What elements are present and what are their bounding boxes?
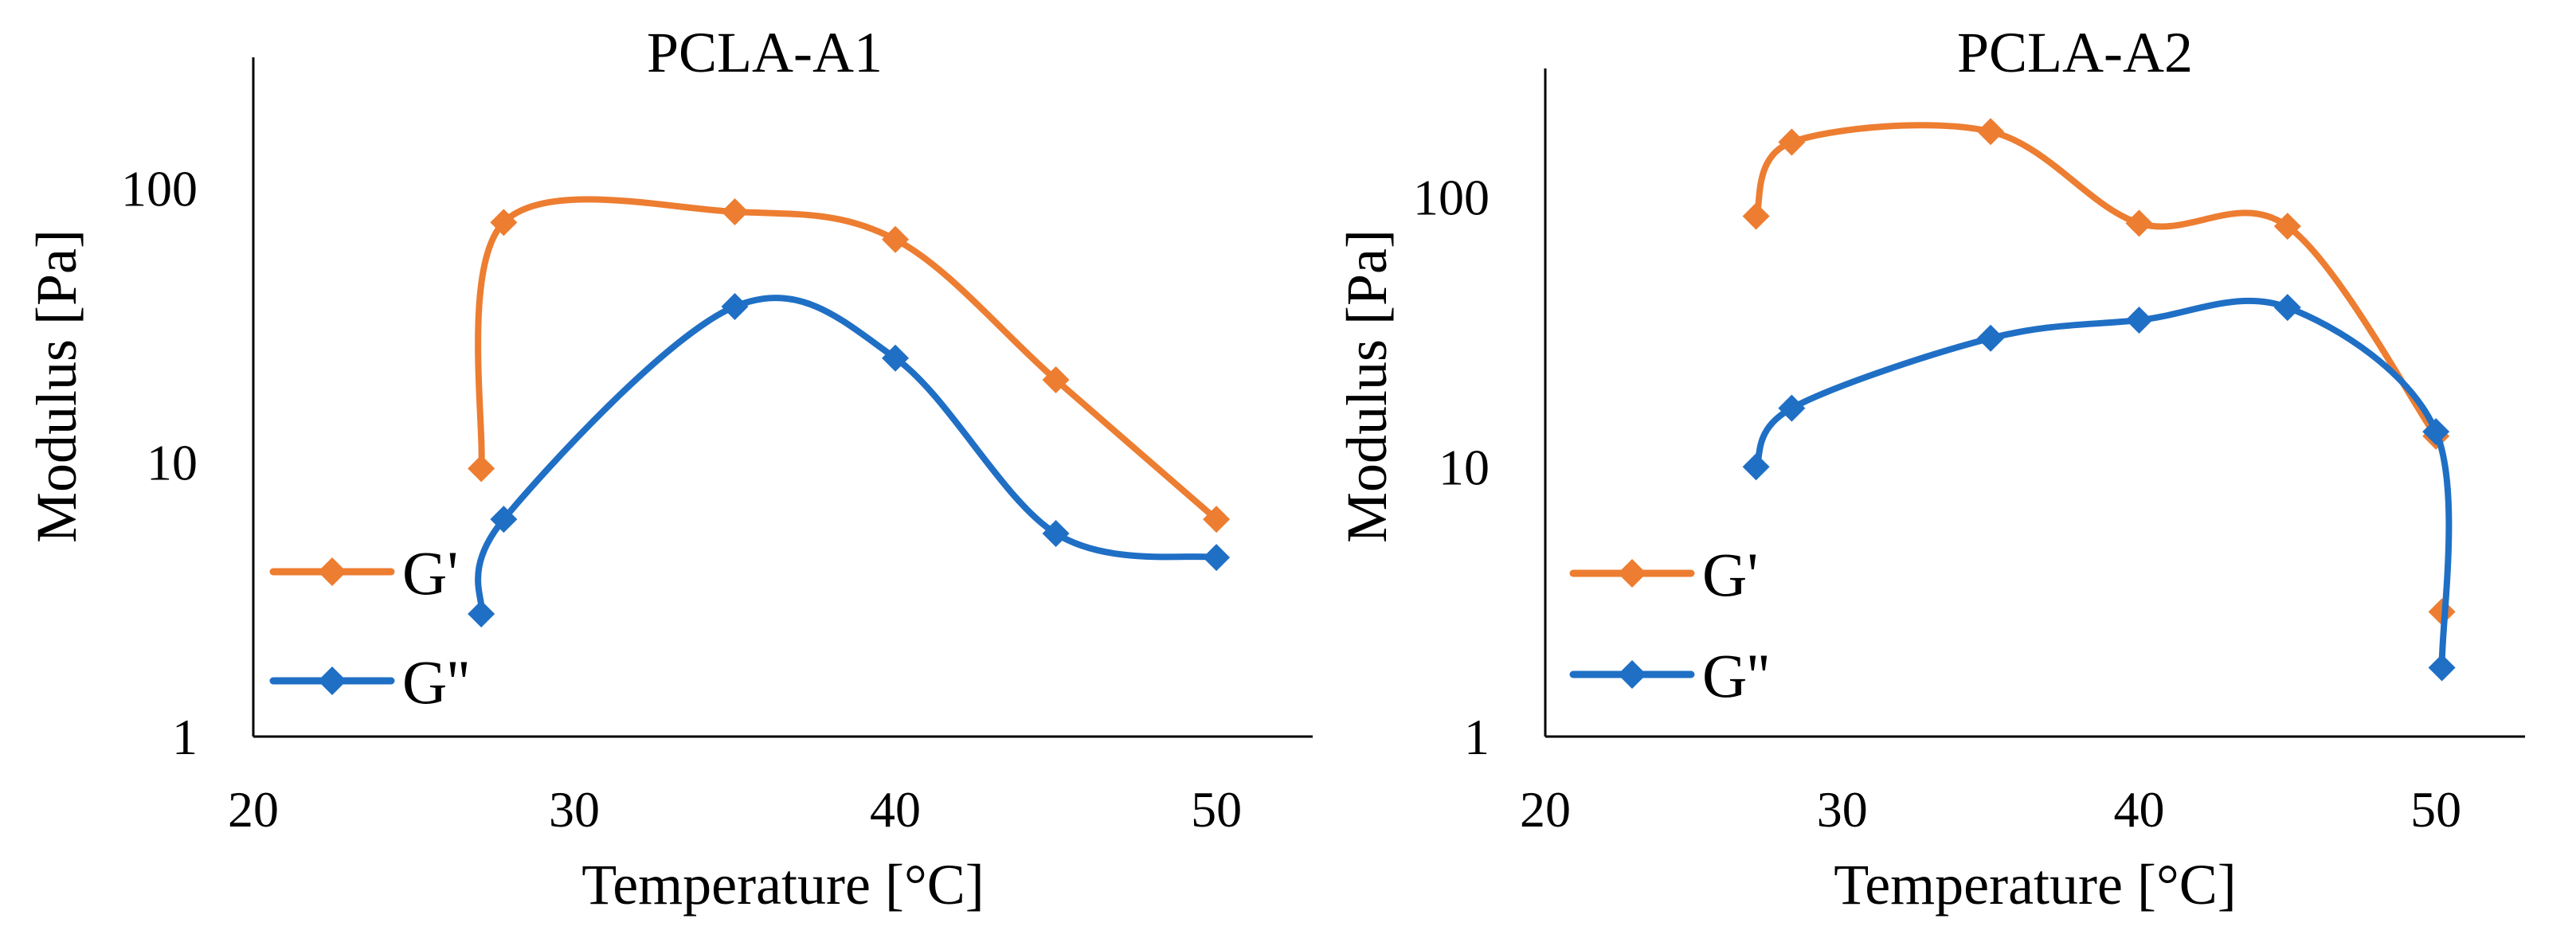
data-point [1203,506,1231,534]
data-point [2273,213,2301,240]
data-point [2273,294,2301,322]
legend-label: G' [1702,540,1758,609]
chart-1: PCLA-A1 20 30 40 50 1 10 100 Temperature [°C] Mod… [25,21,1313,917]
legend-marker [1618,559,1646,588]
data-point [1778,394,1806,422]
chart-title: PCLA-A1 [647,21,883,84]
legend-marker [318,666,346,695]
data-point [468,455,495,483]
legend-marker [318,557,346,586]
x-tick-label: 50 [2410,781,2461,838]
x-tick-label: 20 [228,781,279,838]
data-point [468,600,495,628]
chart-2: PCLA-A2 20 30 40 50 1 10 100 Temperature [°C] Mod… [1335,21,2525,917]
legend-item: G' [1569,540,1758,609]
series-line [1752,122,2440,440]
legend-item: G'' [269,647,469,717]
legend-marker [1618,660,1646,689]
y-tick-label: 10 [1439,439,1490,495]
data-point [882,344,910,372]
y-tick-label: 1 [172,709,198,765]
x-tick-label: 40 [870,781,921,838]
x-axis-label: Temperature [°C] [581,853,985,917]
data-point [1742,202,1770,230]
x-tick-label: 30 [1817,781,1868,838]
y-tick-label: 100 [121,160,198,217]
x-tick-label: 30 [549,781,600,838]
data-point [2428,654,2456,682]
chart-title: PCLA-A2 [1957,21,2193,84]
data-point [882,225,910,253]
data-point [1977,324,2005,352]
series-line [1752,297,2453,671]
legend-label: G'' [1702,641,1769,710]
data-point [2422,418,2450,446]
data-point [2125,209,2153,237]
data-point [721,292,749,320]
y-tick-label: 1 [1464,709,1490,765]
data-point [490,506,518,534]
y-tick-label: 10 [147,435,198,491]
x-tick-label: 20 [1520,781,1571,838]
legend-label: G'' [402,647,469,717]
data-point [1042,365,1070,393]
y-axis-label: Modulus [Pa] [1335,229,1399,543]
series-line [475,196,1220,523]
data-point [2125,307,2153,334]
legend-item: G' [269,538,458,608]
x-tick-label: 50 [1191,781,1242,838]
legend-label: G' [402,538,458,608]
x-tick-label: 40 [2113,781,2164,838]
data-point [1977,118,2005,146]
legend-item: G'' [1569,641,1769,710]
data-point [1042,520,1070,548]
series-line [475,295,1220,618]
data-point [721,197,749,225]
data-point [490,209,518,236]
data-point [1778,128,1806,156]
data-point [1203,544,1231,572]
x-axis-label: Temperature [°C] [1834,853,2237,917]
y-tick-label: 100 [1413,170,1490,226]
y-axis-label: Modulus [Pa] [25,229,88,543]
data-point [1742,453,1770,481]
